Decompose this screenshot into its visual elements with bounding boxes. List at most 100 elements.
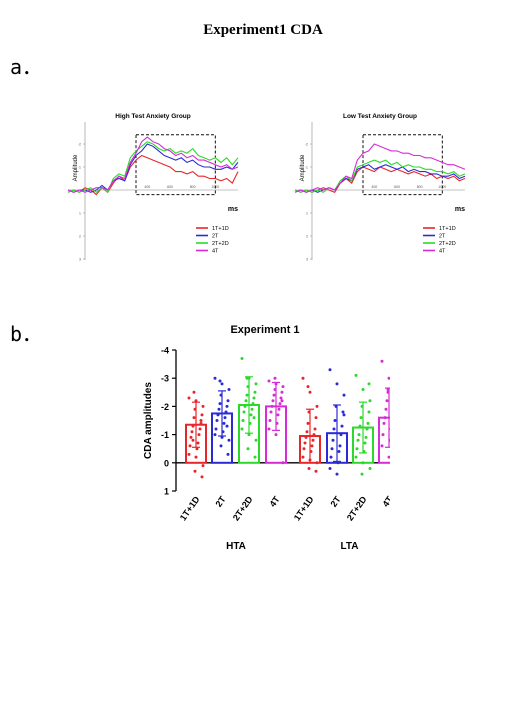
- data-point: [366, 427, 369, 430]
- legend-label: 2T+2D: [439, 241, 456, 247]
- data-point: [270, 411, 273, 414]
- data-point: [194, 470, 197, 473]
- data-point: [193, 391, 196, 394]
- y-tick-label: 1: [306, 212, 308, 216]
- data-point: [314, 427, 317, 430]
- legend-label: 2T: [439, 234, 446, 240]
- data-point: [383, 422, 386, 425]
- data-point: [369, 399, 372, 402]
- data-point: [331, 447, 334, 450]
- data-point: [197, 442, 200, 445]
- data-point: [216, 419, 219, 422]
- data-point: [200, 419, 203, 422]
- data-point: [381, 444, 384, 447]
- data-point: [246, 394, 249, 397]
- data-point: [241, 427, 244, 430]
- data-point: [252, 402, 255, 405]
- x-tick-label: 800: [190, 185, 196, 189]
- data-point: [368, 382, 371, 385]
- data-point: [275, 433, 278, 436]
- legend-label: 4T: [212, 249, 219, 255]
- data-point: [281, 391, 284, 394]
- data-point: [313, 433, 316, 436]
- data-point: [362, 388, 365, 391]
- legend-label: 4T: [439, 249, 446, 255]
- data-point: [220, 394, 223, 397]
- data-point: [358, 433, 361, 436]
- x-tick-label: 2T: [213, 494, 228, 509]
- y-tick-label: -4: [161, 346, 169, 356]
- data-point: [364, 442, 367, 445]
- data-point: [342, 411, 345, 414]
- x-tick-label: 4T: [267, 494, 282, 509]
- data-point: [385, 408, 388, 411]
- data-point: [282, 461, 285, 464]
- data-point: [337, 461, 340, 464]
- data-point: [268, 427, 271, 430]
- data-point: [219, 380, 222, 383]
- y-tick-label: -3: [161, 374, 169, 384]
- y-tick-label: 2: [79, 235, 81, 239]
- legend-label: 1T+1D: [439, 226, 456, 232]
- data-point: [369, 467, 372, 470]
- data-point: [253, 416, 256, 419]
- y-tick-label: 1: [79, 212, 81, 216]
- data-point: [343, 394, 346, 397]
- data-point: [303, 447, 306, 450]
- data-point: [329, 467, 332, 470]
- erp-chart-high-anxiety: High Test Anxiety GroupμVAmplitude-2-112…: [58, 110, 258, 270]
- data-point: [362, 461, 365, 464]
- data-point: [281, 399, 284, 402]
- data-point: [330, 456, 333, 459]
- data-point: [221, 382, 224, 385]
- data-point: [305, 436, 308, 439]
- data-point: [188, 453, 191, 456]
- data-point: [200, 422, 203, 425]
- data-point: [316, 405, 319, 408]
- data-point: [251, 408, 254, 411]
- data-point: [365, 436, 368, 439]
- data-point: [387, 388, 390, 391]
- data-point: [356, 447, 359, 450]
- data-point: [302, 456, 305, 459]
- data-point: [382, 433, 385, 436]
- data-point: [222, 430, 225, 433]
- data-point: [388, 456, 391, 459]
- x-tick-label: 600: [167, 185, 173, 189]
- data-point: [214, 377, 217, 380]
- y-tick-label: -2: [305, 143, 308, 147]
- data-point: [202, 405, 205, 408]
- data-point: [276, 422, 279, 425]
- data-point: [269, 419, 272, 422]
- data-point: [355, 374, 358, 377]
- data-point: [271, 405, 274, 408]
- data-point: [199, 427, 202, 430]
- data-point: [311, 444, 314, 447]
- data-point: [278, 408, 281, 411]
- y-tick-label: -1: [78, 166, 81, 170]
- data-point: [217, 413, 220, 416]
- data-point: [253, 396, 256, 399]
- data-point: [198, 433, 201, 436]
- data-point: [336, 382, 339, 385]
- y-tick-label: -1: [161, 430, 169, 440]
- data-point: [307, 422, 310, 425]
- data-point: [255, 382, 258, 385]
- data-point: [355, 456, 358, 459]
- y-tick-label: 2: [306, 235, 308, 239]
- data-point: [282, 385, 285, 388]
- data-point: [387, 391, 390, 394]
- data-point: [273, 394, 276, 397]
- erp-chart-low-anxiety: Low Test Anxiety GroupμVAmplitude-2-1123…: [285, 110, 485, 270]
- x-tick-label: 4T: [380, 494, 390, 509]
- data-point: [268, 380, 271, 383]
- data-point: [195, 399, 198, 402]
- data-point: [244, 405, 247, 408]
- data-point: [226, 425, 229, 428]
- y-tick-label: -2: [161, 402, 169, 412]
- data-point: [214, 433, 217, 436]
- data-point: [315, 416, 318, 419]
- data-point: [221, 436, 224, 439]
- legend-label: 2T: [212, 234, 219, 240]
- data-point: [335, 405, 338, 408]
